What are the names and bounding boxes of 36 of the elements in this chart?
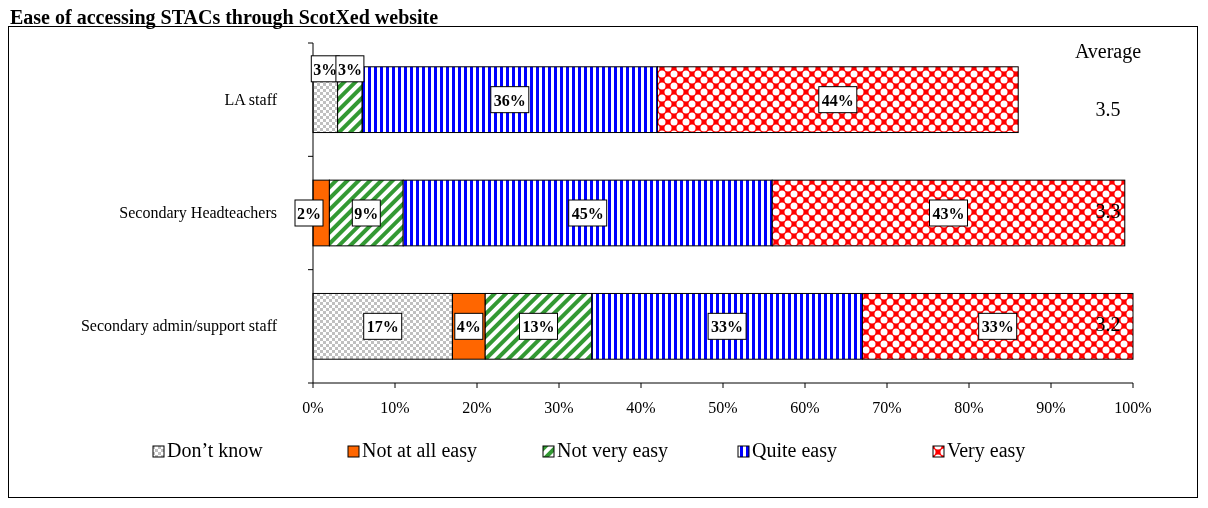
- data-label: 13%: [522, 318, 555, 336]
- annotation: 3.3: [1095, 200, 1121, 222]
- legend-label: Very easy: [947, 439, 1026, 462]
- x-tick-label: 0%: [302, 399, 324, 416]
- y-tick-label: LA staff: [224, 90, 278, 108]
- data-label: 43%: [932, 205, 965, 222]
- data-label: 36%: [493, 91, 526, 109]
- data-label: 2%: [297, 205, 321, 222]
- legend-label: Quite easy: [752, 439, 837, 462]
- x-tick-label: 100%: [1114, 399, 1152, 416]
- annotation: Average: [1074, 40, 1142, 63]
- x-tick-label: 70%: [872, 399, 902, 416]
- x-tick-label: 10%: [380, 399, 410, 416]
- data-label: 33%: [711, 318, 744, 336]
- data-label: 33%: [981, 318, 1014, 336]
- x-tick-label: 20%: [462, 399, 492, 416]
- legend-label: Not very easy: [557, 439, 669, 462]
- data-label: 45%: [571, 205, 604, 222]
- y-tick-label: Secondary Headteachers: [119, 204, 277, 222]
- y-tick-label: Secondary admin/support staff: [80, 317, 278, 336]
- annotation: 3.5: [1095, 97, 1121, 120]
- legend-label: Not at all easy: [362, 439, 477, 462]
- chart-title: Ease of accessing STACs through ScotXed website: [10, 6, 439, 29]
- data-label: 17%: [366, 318, 399, 336]
- annotation: 3.2: [1095, 313, 1121, 336]
- x-tick-label: 90%: [1036, 399, 1066, 416]
- x-tick-label: 30%: [544, 399, 574, 416]
- data-label: 9%: [354, 205, 379, 222]
- legend-label: Don’t know: [167, 439, 264, 461]
- data-label: 4%: [456, 318, 481, 336]
- x-tick-label: 50%: [708, 399, 738, 416]
- x-tick-label: 40%: [626, 399, 656, 416]
- data-label: 44%: [821, 91, 854, 109]
- x-tick-label: 80%: [954, 399, 984, 416]
- data-label: 3%: [337, 60, 362, 78]
- x-tick-label: 60%: [790, 399, 820, 416]
